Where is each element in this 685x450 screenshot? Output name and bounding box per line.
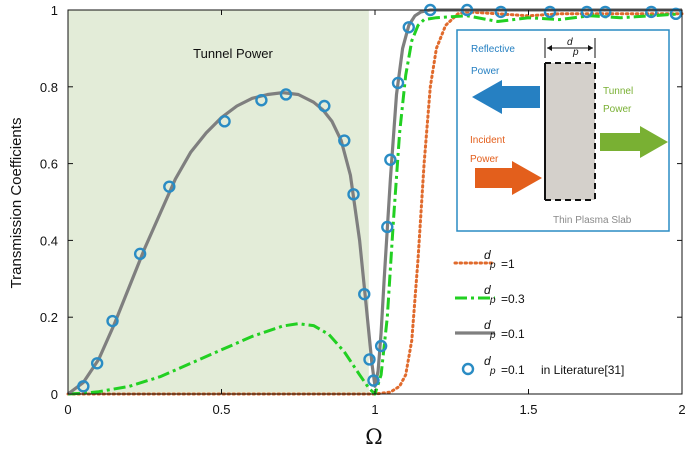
- y-tick-label: 0.2: [40, 310, 58, 325]
- data-point-marker: [106, 314, 119, 328]
- slab-label: Thin Plasma Slab: [553, 215, 632, 226]
- reflective-arrow: [472, 80, 540, 114]
- data-point-marker: [367, 374, 380, 387]
- data-point-marker: [374, 339, 388, 353]
- data-point-marker: [381, 220, 394, 234]
- data-point-marker: [255, 94, 268, 107]
- legend-entry: dp =0.1 in Literature[31]: [461, 354, 624, 377]
- incident-label-line1: Incident: [470, 135, 505, 146]
- legend-symbol: d: [484, 354, 491, 368]
- axes: [67, 9, 683, 395]
- dim-arrowheads: [547, 45, 593, 51]
- data-point-marker: [338, 134, 351, 147]
- reflective-label-line1: Reflective: [471, 44, 515, 55]
- legend: dp =1dp =0.3dp =0.1dp =0.1 in Literature[31]: [453, 248, 624, 377]
- data-point-marker: [318, 99, 331, 113]
- data-point-marker: [279, 88, 293, 101]
- data-point-marker: [384, 153, 397, 166]
- legend-value: =0.1: [501, 363, 525, 377]
- y-tick-label: 1: [51, 3, 58, 18]
- x-tick-label: 1: [371, 402, 378, 417]
- series-line-0: [66, 10, 684, 396]
- y-tick-label: 0.4: [40, 233, 58, 248]
- x-axis-label: Ω: [365, 425, 382, 449]
- data-point-marker: [494, 5, 508, 19]
- data-point-marker: [90, 357, 104, 370]
- y-axis-label: Transmission Coefficients: [8, 118, 25, 289]
- legend-suffix: in Literature[31]: [541, 363, 624, 377]
- data-point-marker: [163, 180, 176, 193]
- y-tick-label: 0: [51, 387, 58, 402]
- data-point-marker: [669, 7, 683, 21]
- reflective-label-line2: Power: [471, 66, 500, 77]
- tunnel-arrow: [600, 126, 668, 158]
- tick-labels: 0 0.5 1 1.5 2 0 0.2 0.4 0.6 0.8 1: [40, 3, 685, 417]
- legend-subscript: p: [489, 366, 496, 377]
- incident-label-line2: Power: [470, 154, 499, 165]
- tunnel-label-line2: Power: [603, 104, 632, 115]
- data-point-marker: [133, 247, 147, 261]
- data-point-marker: [645, 5, 658, 19]
- legend-entry: dp =0.3: [455, 283, 525, 306]
- y-tick-label: 0.8: [40, 80, 58, 95]
- y-tick-label: 0.6: [40, 157, 58, 172]
- x-tick-label: 0: [64, 402, 71, 417]
- legend-value: =0.1: [501, 327, 525, 341]
- shaded-region: [68, 10, 369, 394]
- incident-arrow: [475, 161, 542, 195]
- legend-entry: dp =0.1: [455, 318, 525, 341]
- legend-symbol: d: [484, 283, 491, 297]
- inset-diagram: d p Reflective Power Incident Power Tunn…: [456, 29, 670, 232]
- legend-marker: [461, 362, 475, 376]
- data-point-marker: [358, 287, 371, 301]
- data-point-marker: [391, 76, 405, 90]
- series-line-1: [67, 12, 683, 396]
- data-point-marker: [402, 21, 415, 34]
- series-layer: [66, 3, 684, 396]
- data-point-marker: [543, 5, 557, 19]
- legend-symbol: d: [484, 318, 491, 332]
- legend-entry: dp =1: [453, 248, 515, 271]
- legend-value: =1: [501, 257, 515, 271]
- shaded-region-layer: [68, 10, 369, 394]
- data-point-marker: [77, 380, 90, 393]
- data-point-marker: [218, 115, 231, 128]
- legend-subscript: p: [489, 295, 496, 306]
- x-tick-label: 1.5: [519, 402, 537, 417]
- plasma-slab: [545, 63, 595, 200]
- legend-subscript: p: [489, 260, 496, 271]
- x-tick-label: 2: [678, 402, 685, 417]
- dim-label: d: [567, 37, 573, 48]
- data-point-marker: [347, 188, 360, 201]
- legend-value: =0.3: [501, 292, 525, 306]
- shaded-region-label: Tunnel Power: [193, 46, 273, 61]
- x-tick-label: 0.5: [212, 402, 230, 417]
- legend-subscript: p: [489, 330, 496, 341]
- data-point-marker: [580, 5, 594, 19]
- data-point-marker: [599, 5, 612, 19]
- legend-symbol: d: [484, 248, 491, 262]
- tunnel-label-line1: Tunnel: [603, 86, 633, 97]
- data-point-marker: [363, 353, 376, 366]
- dim-sub: p: [572, 47, 579, 58]
